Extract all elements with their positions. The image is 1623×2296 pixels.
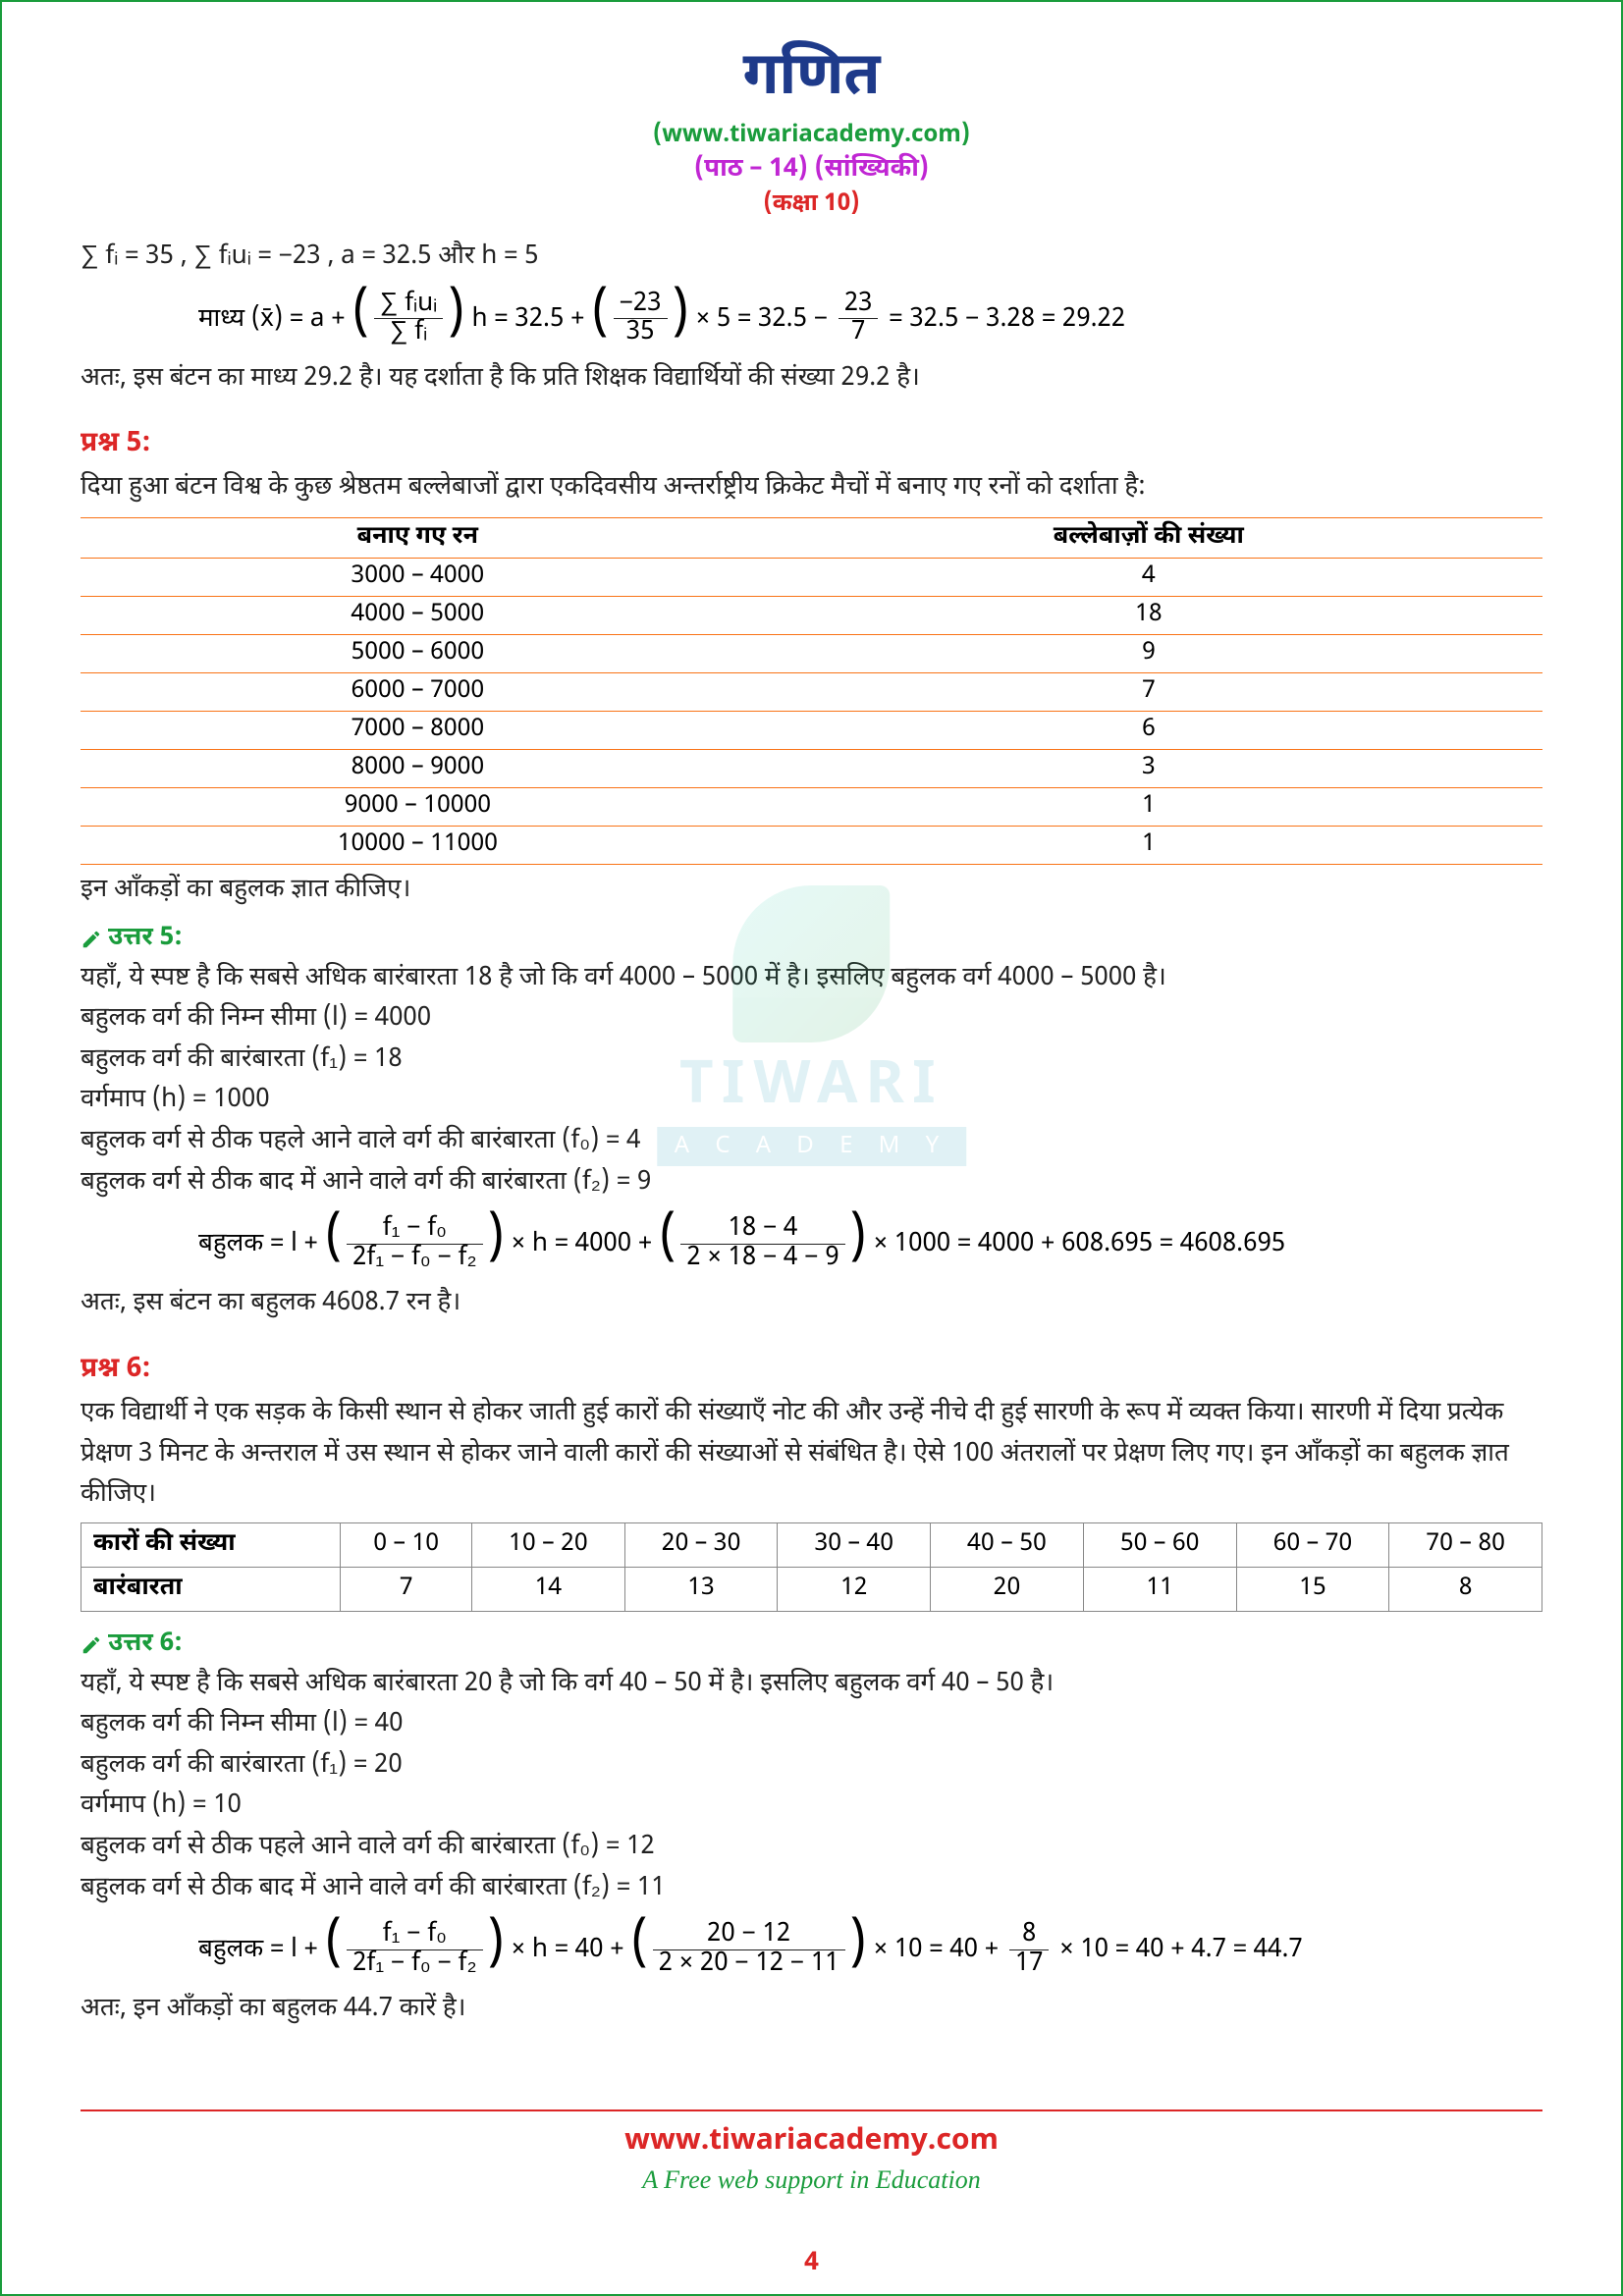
table-cell: 5000 – 6000 xyxy=(81,634,755,672)
intro-conclusion: अतः, इस बंटन का माध्य 29.2 है। यह दर्शात… xyxy=(81,359,1542,400)
mean-formula: माध्य (x̄) = a + (∑ fᵢuᵢ∑ fᵢ) h = 32.5 +… xyxy=(81,291,1542,347)
table-cell: 6000 – 7000 xyxy=(81,672,755,711)
table-cell: 1 xyxy=(755,826,1542,864)
table-row: 8000 – 90003 xyxy=(81,749,1542,787)
table-cell: 10000 – 11000 xyxy=(81,826,755,864)
question-6-text: एक विद्यार्थी ने एक सड़क के किसी स्थान स… xyxy=(81,1394,1542,1517)
table-cell: 10 – 20 xyxy=(472,1522,625,1567)
footer-tagline: A Free web support in Education xyxy=(81,2165,1542,2195)
answer-6-label: उत्तर 6: xyxy=(81,1628,183,1661)
table-cell: 1 xyxy=(755,787,1542,826)
table-cell: 18 xyxy=(755,596,1542,634)
answer-6-line-1: यहाँ, ये स्पष्ट है कि सबसे अधिक बारंबारत… xyxy=(81,1665,1542,1706)
question-5-label: प्रश्न 5: xyxy=(81,427,1542,462)
page-number: 4 xyxy=(804,2247,819,2280)
table-row: 6000 – 70007 xyxy=(81,672,1542,711)
given-data: ∑ fᵢ = 35 , ∑ fᵢuᵢ = −23 , a = 32.5 और h… xyxy=(81,238,1542,279)
answer-6-line-4: वर्गमाप (h) = 10 xyxy=(81,1787,1542,1828)
table-cell: 4000 – 5000 xyxy=(81,596,755,634)
q6-mode-formula: बहुलक = l + (f₁ − f₀2f₁ − f₀ − f₂) × h =… xyxy=(81,1921,1542,1978)
table-row: 3000 – 40004 xyxy=(81,558,1542,596)
table-row: 10000 – 110001 xyxy=(81,826,1542,864)
table-cell: 7 xyxy=(341,1567,472,1611)
q6-conclusion: अतः, इन आँकड़ों का बहुलक 44.7 कारें है। xyxy=(81,1990,1542,2031)
answer-5-line-1: यहाँ, ये स्पष्ट है कि सबसे अधिक बारंबारत… xyxy=(81,959,1542,1000)
q5-conclusion: अतः, इस बंटन का बहुलक 4608.7 रन है। xyxy=(81,1284,1542,1325)
q5-mode-formula: बहुलक = l + (f₁ − f₀2f₁ − f₀ − f₂) × h =… xyxy=(81,1215,1542,1272)
table-cell: 12 xyxy=(778,1567,931,1611)
table-cell: 70 – 80 xyxy=(1389,1522,1542,1567)
footer-link: www.tiwariacademy.com xyxy=(81,2123,1542,2162)
answer-5-label: उत्तर 5: xyxy=(81,922,183,955)
answer-5-line-3: बहुलक वर्ग की बारंबारता (f₁) = 18 xyxy=(81,1041,1542,1082)
answer-6-line-6: बहुलक वर्ग से ठीक बाद में आने वाले वर्ग … xyxy=(81,1869,1542,1910)
answer-5-line-4: वर्गमाप (h) = 1000 xyxy=(81,1081,1542,1122)
page-title: गणित xyxy=(81,41,1542,118)
table-cell: 20 xyxy=(931,1567,1084,1611)
table-row: 5000 – 60009 xyxy=(81,634,1542,672)
table-cell: 30 – 40 xyxy=(778,1522,931,1567)
question-5-task: इन आँकड़ों का बहुलक ज्ञात कीजिए। xyxy=(81,871,1542,912)
table-cell: 11 xyxy=(1083,1567,1236,1611)
table-cell: 60 – 70 xyxy=(1236,1522,1389,1567)
website-link: (www.tiwariacademy.com) xyxy=(81,120,1542,151)
answer-6-line-3: बहुलक वर्ग की बारंबारता (f₁) = 20 xyxy=(81,1746,1542,1788)
q5-table-header-2: बल्लेबाज़ों की संख्या xyxy=(755,517,1542,558)
table-cell: 3 xyxy=(755,749,1542,787)
mean-label: माध्य (x̄) = a + xyxy=(198,303,346,337)
answer-6-line-5: बहुलक वर्ग से ठीक पहले आने वाले वर्ग की … xyxy=(81,1828,1542,1869)
question-5-table: बनाए गए रन बल्लेबाज़ों की संख्या 3000 – … xyxy=(81,517,1542,865)
question-5-text: दिया हुआ बंटन विश्व के कुछ श्रेष्ठतम बल्… xyxy=(81,468,1542,509)
table-cell: 4 xyxy=(755,558,1542,596)
document-header: गणित (www.tiwariacademy.com) (पाठ – 14) … xyxy=(81,41,1542,220)
page-container: TIWARI A C A D E M Y गणित (www.tiwariaca… xyxy=(0,0,1623,2296)
table-cell: 15 xyxy=(1236,1567,1389,1611)
table-cell: 50 – 60 xyxy=(1083,1522,1236,1567)
q5-table-header-1: बनाए गए रन xyxy=(81,517,755,558)
pencil-icon xyxy=(81,928,102,949)
question-6-label: प्रश्न 6: xyxy=(81,1353,1542,1388)
table-cell: 6 xyxy=(755,711,1542,749)
q6-table-header-2: बारंबारता xyxy=(81,1567,341,1611)
table-row: 9000 – 100001 xyxy=(81,787,1542,826)
table-row: 7000 – 80006 xyxy=(81,711,1542,749)
table-cell: 9000 – 10000 xyxy=(81,787,755,826)
answer-5-line-5: बहुलक वर्ग से ठीक पहले आने वाले वर्ग की … xyxy=(81,1122,1542,1163)
answer-5-line-2: बहुलक वर्ग की निम्न सीमा (l) = 4000 xyxy=(81,999,1542,1041)
table-cell: 7 xyxy=(755,672,1542,711)
answer-6-line-2: बहुलक वर्ग की निम्न सीमा (l) = 40 xyxy=(81,1705,1542,1746)
table-cell: 8 xyxy=(1389,1567,1542,1611)
chapter-heading: (पाठ – 14) (सांख्यिकी) xyxy=(81,153,1542,187)
table-cell: 13 xyxy=(624,1567,778,1611)
table-cell: 14 xyxy=(472,1567,625,1611)
table-cell: 40 – 50 xyxy=(931,1522,1084,1567)
q6-table-header-1: कारों की संख्या xyxy=(81,1522,341,1567)
class-heading: (कक्षा 10) xyxy=(81,188,1542,220)
table-cell: 7000 – 8000 xyxy=(81,711,755,749)
table-cell: 3000 – 4000 xyxy=(81,558,755,596)
table-cell: 8000 – 9000 xyxy=(81,749,755,787)
answer-5-line-6: बहुलक वर्ग से ठीक बाद में आने वाले वर्ग … xyxy=(81,1163,1542,1204)
document-footer: www.tiwariacademy.com A Free web support… xyxy=(81,2109,1542,2195)
question-6-table: कारों की संख्या0 – 1010 – 2020 – 3030 – … xyxy=(81,1522,1542,1612)
table-cell: 0 – 10 xyxy=(341,1522,472,1567)
table-row: 4000 – 500018 xyxy=(81,596,1542,634)
table-cell: 9 xyxy=(755,634,1542,672)
table-cell: 20 – 30 xyxy=(624,1522,778,1567)
pencil-icon xyxy=(81,1633,102,1655)
